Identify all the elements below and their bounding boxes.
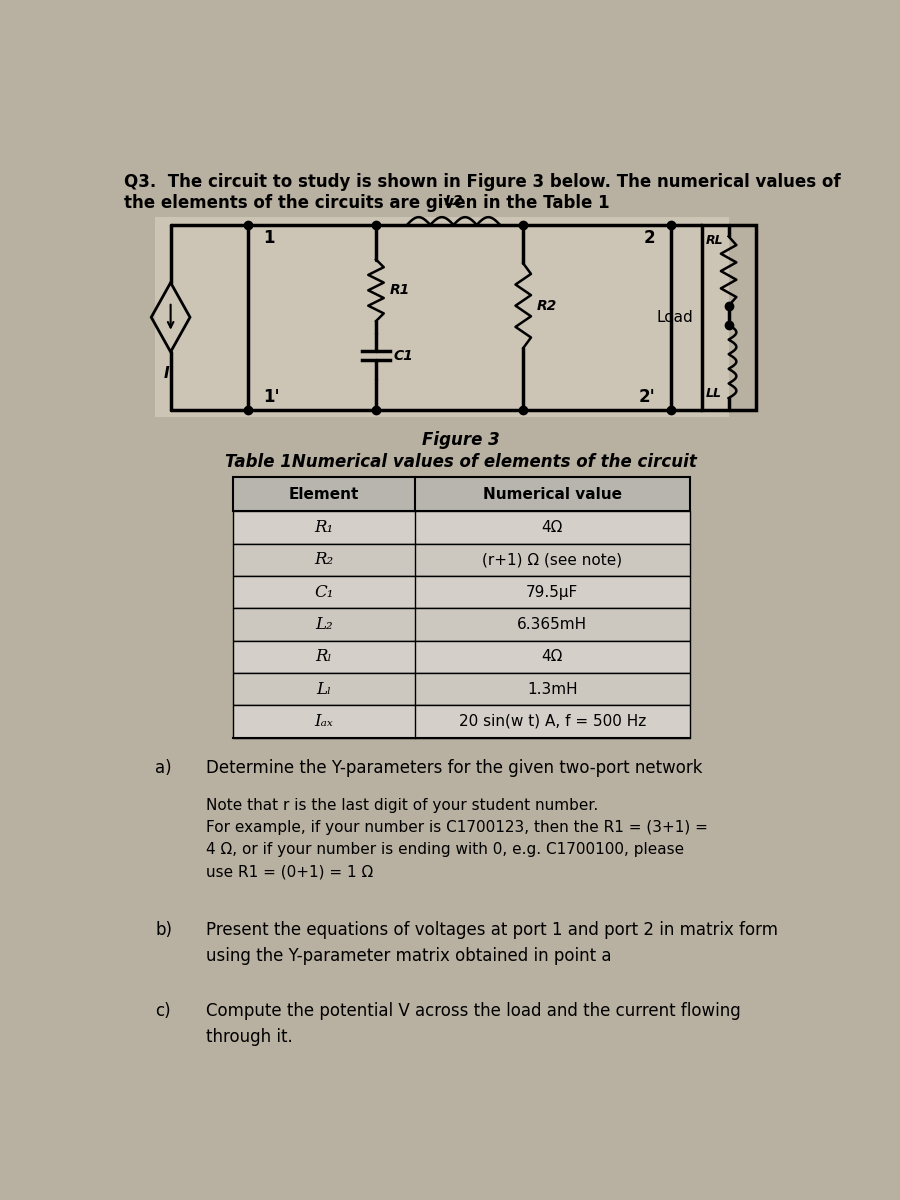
Text: RL: RL — [706, 234, 723, 247]
Text: L2: L2 — [445, 194, 463, 208]
Bar — [232, 641, 690, 673]
Bar — [232, 478, 690, 511]
Text: Rₗ: Rₗ — [315, 648, 332, 665]
Text: 1.3mH: 1.3mH — [527, 682, 578, 697]
Text: 1': 1' — [264, 388, 280, 406]
Bar — [232, 673, 690, 706]
Text: 2': 2' — [638, 388, 655, 406]
Text: b): b) — [155, 920, 172, 938]
Text: R2: R2 — [537, 299, 557, 313]
Text: Compute the potential V across the load and the current flowing
through it.: Compute the potential V across the load … — [205, 1002, 740, 1046]
Text: Load: Load — [657, 310, 694, 325]
Text: I: I — [164, 366, 169, 380]
Bar — [232, 576, 690, 608]
Text: Numerical value: Numerical value — [482, 487, 622, 502]
Text: Table 1Numerical values of elements of the circuit: Table 1Numerical values of elements of t… — [225, 452, 698, 470]
Text: R₂: R₂ — [314, 551, 333, 569]
Text: (r+1) Ω (see note): (r+1) Ω (see note) — [482, 552, 623, 568]
Bar — [232, 608, 690, 641]
Text: a): a) — [155, 760, 172, 778]
Text: 4Ω: 4Ω — [542, 649, 563, 665]
Bar — [232, 511, 690, 544]
Text: c): c) — [155, 1002, 171, 1020]
Text: R1: R1 — [390, 283, 410, 298]
Bar — [232, 544, 690, 576]
Text: Element: Element — [289, 487, 359, 502]
Text: 4Ω: 4Ω — [542, 520, 563, 535]
Text: Iₐₓ: Iₐₓ — [314, 713, 333, 730]
Text: C₁: C₁ — [314, 583, 333, 601]
Bar — [155, 217, 729, 418]
Text: R₁: R₁ — [314, 518, 333, 536]
Text: 2: 2 — [644, 229, 655, 247]
Text: 1: 1 — [264, 229, 275, 247]
Bar — [701, 224, 756, 409]
Text: Lₗ: Lₗ — [316, 680, 331, 697]
Text: Determine the Y-parameters for the given two-port network: Determine the Y-parameters for the given… — [205, 760, 702, 778]
Text: Note that r is the last digit of your student number.
For example, if your numbe: Note that r is the last digit of your st… — [205, 798, 707, 880]
Text: Q3.  The circuit to study is shown in Figure 3 below. The numerical values of
th: Q3. The circuit to study is shown in Fig… — [124, 173, 841, 212]
Text: Figure 3: Figure 3 — [422, 431, 500, 449]
Text: C1: C1 — [393, 349, 413, 362]
Text: LL: LL — [706, 388, 722, 401]
Text: 79.5μF: 79.5μF — [526, 584, 579, 600]
Text: L₂: L₂ — [315, 616, 332, 632]
Bar — [232, 706, 690, 738]
Text: 20 sin(w t) A, f = 500 Hz: 20 sin(w t) A, f = 500 Hz — [459, 714, 646, 728]
Text: 6.365mH: 6.365mH — [518, 617, 588, 632]
Text: Present the equations of voltages at port 1 and port 2 in matrix form
using the : Present the equations of voltages at por… — [205, 920, 778, 965]
